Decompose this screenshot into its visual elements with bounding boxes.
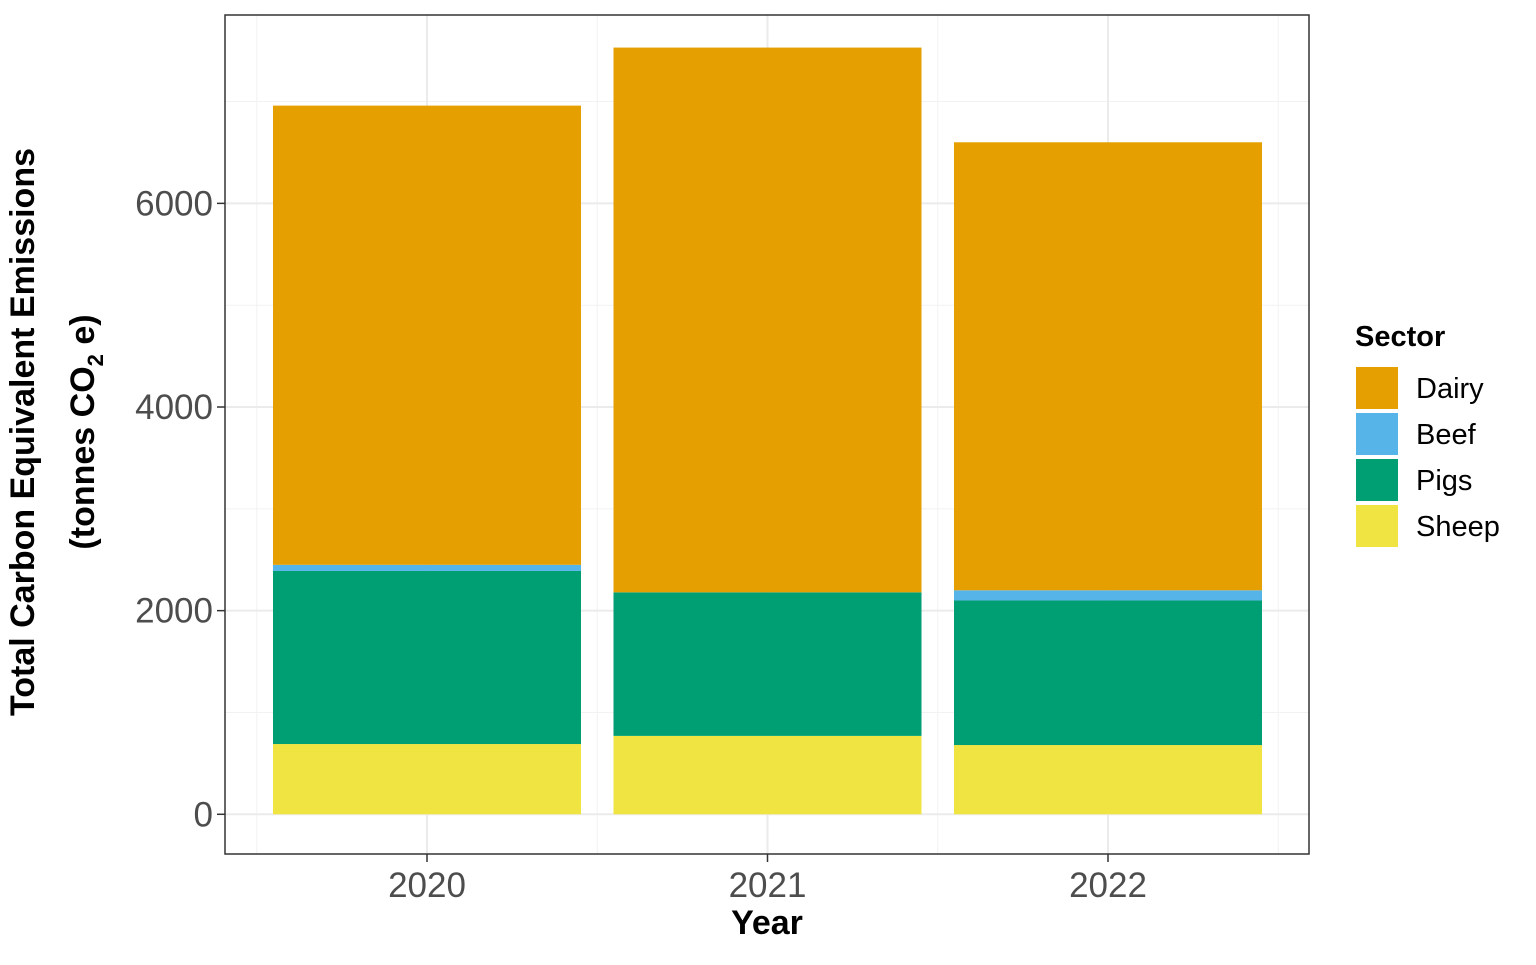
bar-dairy-2022 — [954, 142, 1262, 591]
legend-key-pigs — [1356, 459, 1398, 501]
unit-subscript: 2 — [83, 354, 108, 366]
legend-key-beef — [1356, 413, 1398, 455]
bar-pigs-2020 — [273, 570, 581, 745]
bars — [273, 47, 1262, 815]
y-axis-title-unit: (tonnes CO2 e) — [64, 314, 108, 549]
y-tick-label: 2000 — [135, 592, 213, 631]
unit-prefix: (tonnes CO — [64, 366, 102, 549]
y-tick-label: 0 — [194, 795, 213, 834]
legend-key-dairy — [1356, 367, 1398, 409]
bar-sheep-2022 — [954, 745, 1262, 815]
unit-suffix: e) — [64, 314, 102, 354]
x-tick-label: 2020 — [388, 866, 466, 905]
y-axis-title-line2: (tonnes CO2 e) — [64, 314, 108, 549]
bar-pigs-2022 — [954, 600, 1262, 746]
x-tick-label: 2022 — [1069, 866, 1147, 905]
bar-pigs-2021 — [613, 592, 922, 736]
y-tick-label: 4000 — [135, 388, 213, 427]
bar-beef-2020 — [273, 564, 581, 571]
bar-sheep-2021 — [613, 735, 922, 815]
legend-label-beef: Beef — [1416, 419, 1477, 451]
x-axis-title: Year — [731, 904, 803, 942]
legend: Sector Dairy Beef Pigs Sheep — [1355, 321, 1500, 547]
bar-dairy-2020 — [273, 105, 581, 565]
legend-label-sheep: Sheep — [1416, 511, 1500, 543]
y-tick-label: 6000 — [135, 184, 213, 223]
legend-label-dairy: Dairy — [1416, 373, 1484, 405]
axes: 0 2000 4000 6000 2020 2021 2022 — [135, 184, 1147, 905]
legend-key-sheep — [1356, 505, 1398, 547]
y-axis-title: Total Carbon Equivalent Emissions — [4, 148, 42, 716]
bar-sheep-2020 — [273, 744, 581, 815]
bar-beef-2022 — [954, 590, 1262, 601]
y-axis-title-line1: Total Carbon Equivalent Emissions — [4, 148, 42, 716]
x-tick-label: 2021 — [729, 866, 807, 905]
bar-dairy-2021 — [613, 47, 922, 593]
legend-title: Sector — [1355, 321, 1445, 353]
legend-label-pigs: Pigs — [1416, 465, 1472, 497]
